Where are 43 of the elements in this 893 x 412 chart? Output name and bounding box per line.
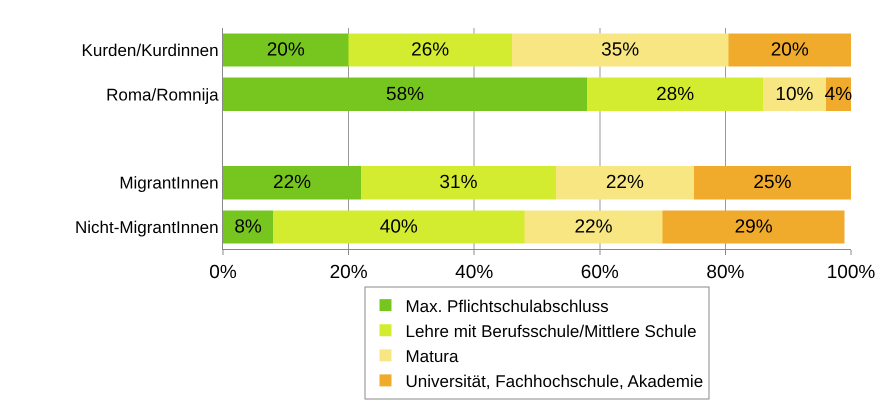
x-tick-label: 40% <box>455 262 494 283</box>
bar <box>223 34 349 67</box>
data-label: 40% <box>380 216 418 238</box>
data-label: 29% <box>734 216 773 238</box>
legend-label: Matura <box>406 346 459 366</box>
data-label: 22% <box>273 172 312 194</box>
legend-label: Universität, Fachhochschule, Akademie <box>406 372 704 392</box>
data-label: 25% <box>753 172 792 194</box>
bar <box>694 166 851 200</box>
data-label: 58% <box>386 84 424 105</box>
data-label: 31% <box>439 172 478 194</box>
y-tick-label: MigrantInnen <box>119 174 219 193</box>
bar <box>223 166 362 200</box>
bar <box>512 34 729 67</box>
x-tick-label: 0% <box>209 262 237 283</box>
bar <box>587 78 764 111</box>
y-tick-label: Nicht-MigrantInnen <box>74 218 219 237</box>
legend-label: Lehre mit Berufsschule/Mittlere Schule <box>406 322 697 341</box>
data-label: 22% <box>574 216 613 238</box>
data-label: 8% <box>234 216 262 238</box>
x-tick-label: 100% <box>826 262 876 283</box>
data-label: 28% <box>656 84 694 105</box>
y-tick-label: Kurden/Kurdinnen <box>82 41 219 60</box>
x-tick-label: 80% <box>706 262 745 283</box>
bar <box>348 34 512 67</box>
data-label: 20% <box>770 40 809 61</box>
bar <box>273 210 524 244</box>
data-label: 10% <box>775 84 814 105</box>
bar <box>728 34 851 67</box>
data-label: 22% <box>606 172 644 194</box>
bar <box>763 78 826 111</box>
bar <box>223 78 588 111</box>
data-label: 26% <box>411 40 450 61</box>
bar <box>662 210 845 244</box>
x-tick-label: 20% <box>330 262 368 283</box>
data-label: 35% <box>601 40 640 61</box>
legend-label: Max. Pflichtschulabschluss <box>406 296 609 316</box>
data-label: 20% <box>266 40 305 61</box>
y-tick-label: Roma/Romnija <box>106 85 220 104</box>
bar <box>361 166 556 200</box>
bar <box>556 166 694 200</box>
bar <box>524 210 663 244</box>
x-tick-label: 60% <box>580 262 619 283</box>
